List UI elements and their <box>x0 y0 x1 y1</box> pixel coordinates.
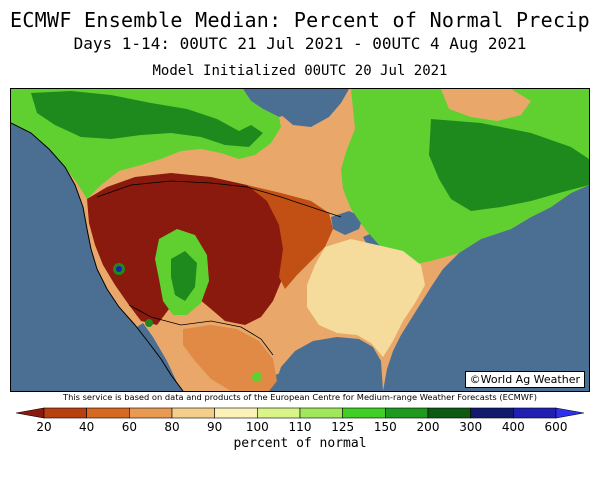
color-legend-bar <box>15 407 585 419</box>
legend-tick-label: 60 <box>121 420 137 434</box>
legend-units-label: percent of normal <box>233 436 367 451</box>
legend-swatch <box>470 407 514 419</box>
southeast-normal-zone <box>307 239 425 357</box>
precip-map-svg <box>11 89 589 391</box>
precip-map: ©World Ag Weather <box>10 88 590 392</box>
us-mexico-border <box>128 304 274 356</box>
legend-arrow-low <box>15 407 45 419</box>
legend-tick-label: 20 <box>36 420 52 434</box>
legend-swatch <box>86 407 130 419</box>
canada-very-wet-zone <box>31 91 263 147</box>
legend-swatch <box>43 407 87 419</box>
legend-tick-label: 150 <box>373 420 397 434</box>
coastline <box>11 122 184 391</box>
california-extreme-spot <box>116 266 122 272</box>
legend-tick-label: 125 <box>331 420 355 434</box>
rockies-very-wet-zone <box>171 251 197 301</box>
map-title: ECMWF Ensemble Median: Percent of Normal… <box>9 8 591 32</box>
ecmwf-disclaimer: This service is based on data and produc… <box>63 392 537 402</box>
legend-swatch <box>299 407 343 419</box>
legend-swatch <box>427 407 471 419</box>
legend-tick-label: 100 <box>245 420 269 434</box>
nevada-wet-spot <box>145 319 153 327</box>
model-init-time: Model Initialized 00UTC 20 Jul 2021 <box>152 63 448 79</box>
legend-swatch <box>129 407 173 419</box>
legend-tick-label: 90 <box>207 420 223 434</box>
legend-swatch <box>171 407 215 419</box>
legend-tick-label: 300 <box>459 420 483 434</box>
plains-moderate-dry <box>247 185 333 289</box>
forecast-period: Days 1-14: 00UTC 21 Jul 2021 - 00UTC 4 A… <box>73 34 527 53</box>
legend-swatch <box>385 407 429 419</box>
legend-tick-labels: 20 40 60 80 90 100 110 125 150 200 300 400 600 <box>0 420 600 436</box>
legend-tick-label: 600 <box>544 420 568 434</box>
mexico-wet-spot <box>252 372 262 382</box>
gulf-of-mexico <box>273 337 383 391</box>
world-ag-weather-watermark: ©World Ag Weather <box>464 371 585 388</box>
legend-swatch <box>257 407 301 419</box>
east-canada-very-wet-zone <box>429 119 589 211</box>
legend-tick-label: 110 <box>288 420 312 434</box>
hudson-bay <box>275 89 349 127</box>
labrador-dry-patch <box>441 89 531 121</box>
legend-swatch <box>214 407 258 419</box>
legend-arrow-high <box>555 407 585 419</box>
us-canada-border <box>96 180 342 218</box>
legend-tick-label: 400 <box>501 420 525 434</box>
legend-swatch <box>342 407 386 419</box>
legend-tick-label: 200 <box>416 420 440 434</box>
legend-tick-label: 40 <box>79 420 95 434</box>
legend-tick-label: 80 <box>164 420 180 434</box>
legend-swatch <box>513 407 557 419</box>
great-lakes <box>331 211 417 251</box>
